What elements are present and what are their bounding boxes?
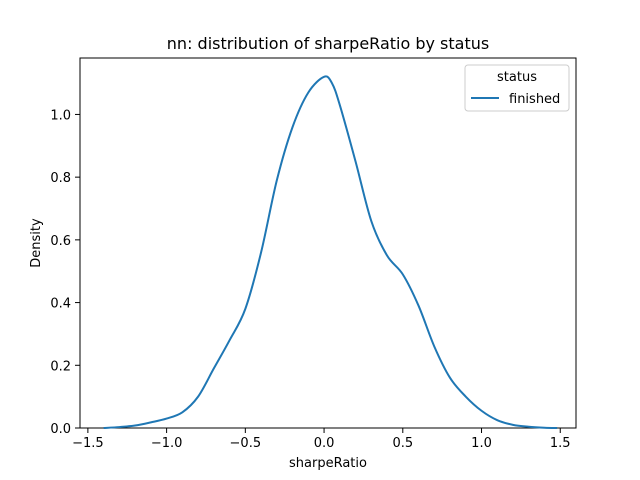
y-tick-label: 0.6 [50, 234, 71, 249]
y-tick-label: 1.0 [50, 108, 71, 123]
plot-frame [79, 57, 577, 429]
y-axis-label: Density [29, 218, 44, 268]
x-tick-label: 0.0 [314, 436, 335, 451]
legend-box [464, 64, 570, 112]
y-tick-label: 0.2 [50, 359, 71, 374]
legend: status finished [464, 64, 570, 112]
legend-title: status [497, 70, 537, 85]
x-tick-label: 0.5 [392, 436, 413, 451]
x-tick-label: −0.5 [230, 436, 262, 451]
y-tick-label: 0.8 [50, 171, 71, 186]
series-line-finished [103, 75, 558, 429]
x-tick-label: 1.5 [550, 436, 571, 451]
x-tick-label: 1.0 [471, 436, 492, 451]
x-tick-label: −1.0 [151, 436, 183, 451]
series-layer [103, 75, 558, 429]
x-axis-label: sharpeRatio [289, 456, 367, 471]
y-axis: 0.0 0.2 0.4 0.6 0.8 1.0 [50, 108, 80, 437]
plot-area [79, 57, 577, 429]
y-tick-label: 0.4 [50, 297, 71, 312]
legend-entry-finished: finished [509, 92, 560, 107]
x-tick-label: −1.5 [72, 436, 104, 451]
y-tick-label: 0.0 [50, 422, 71, 437]
x-axis: −1.5 −1.0 −0.5 0.0 0.5 1.0 1.5 [72, 428, 571, 451]
chart-title: nn: distribution of sharpeRatio by statu… [167, 34, 489, 53]
